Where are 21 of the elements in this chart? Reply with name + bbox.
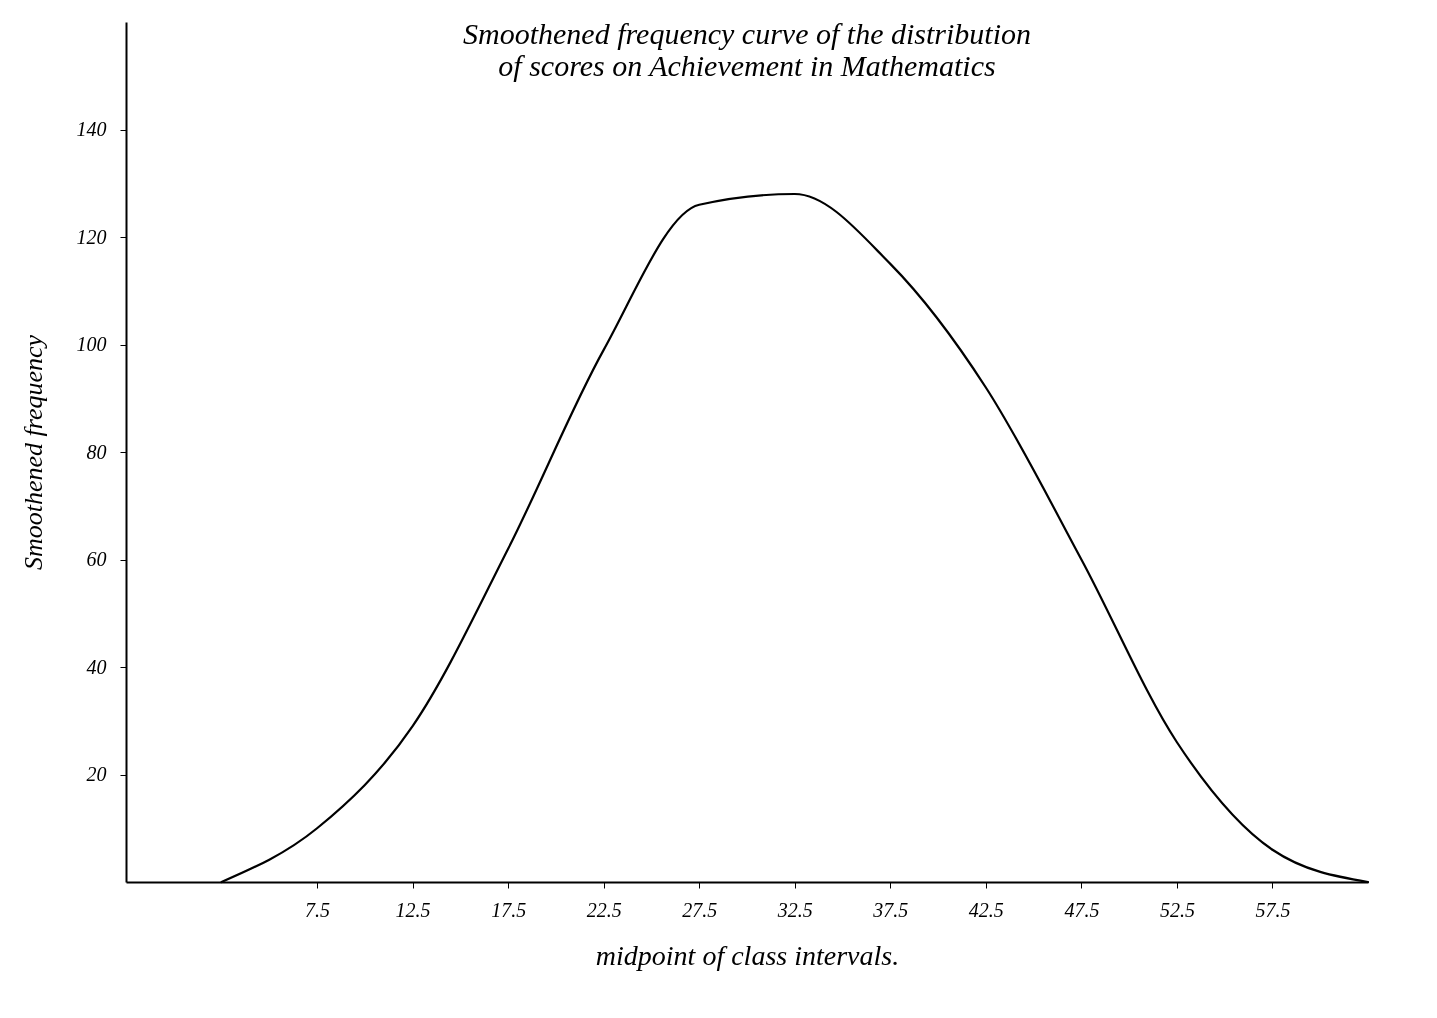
x-tick-label: 52.5 <box>1159 898 1195 921</box>
x-tick-label: 47.5 <box>1064 898 1100 921</box>
x-tick-label: 12.5 <box>395 898 431 921</box>
y-tick-label: 140 <box>76 118 107 140</box>
x-tick-label: 57.5 <box>1255 898 1291 921</box>
y-tick-label: 80 <box>86 440 107 463</box>
x-tick-label: 42.5 <box>968 898 1004 921</box>
y-tick-label: 120 <box>76 225 107 248</box>
y-tick-label: 40 <box>86 655 107 678</box>
x-tick-label: 17.5 <box>491 898 527 921</box>
x-tick-label: 27.5 <box>682 898 718 921</box>
y-tick-label: 60 <box>86 548 107 570</box>
y-axis-title: Smoothened frequency <box>18 334 48 571</box>
x-tick-label: 7.5 <box>305 898 331 921</box>
y-tick-label: 100 <box>76 333 107 355</box>
x-tick-label: 32.5 <box>776 898 813 921</box>
x-axis-title: midpoint of class intervals. <box>595 939 900 971</box>
chart-title: Smoothened frequency curve of the distribution of scores on Achievement in Mathematics <box>463 17 1031 82</box>
x-tick-label: 37.5 <box>872 898 909 921</box>
x-tick-label: 22.5 <box>586 898 622 921</box>
y-tick-label: 20 <box>86 763 107 785</box>
